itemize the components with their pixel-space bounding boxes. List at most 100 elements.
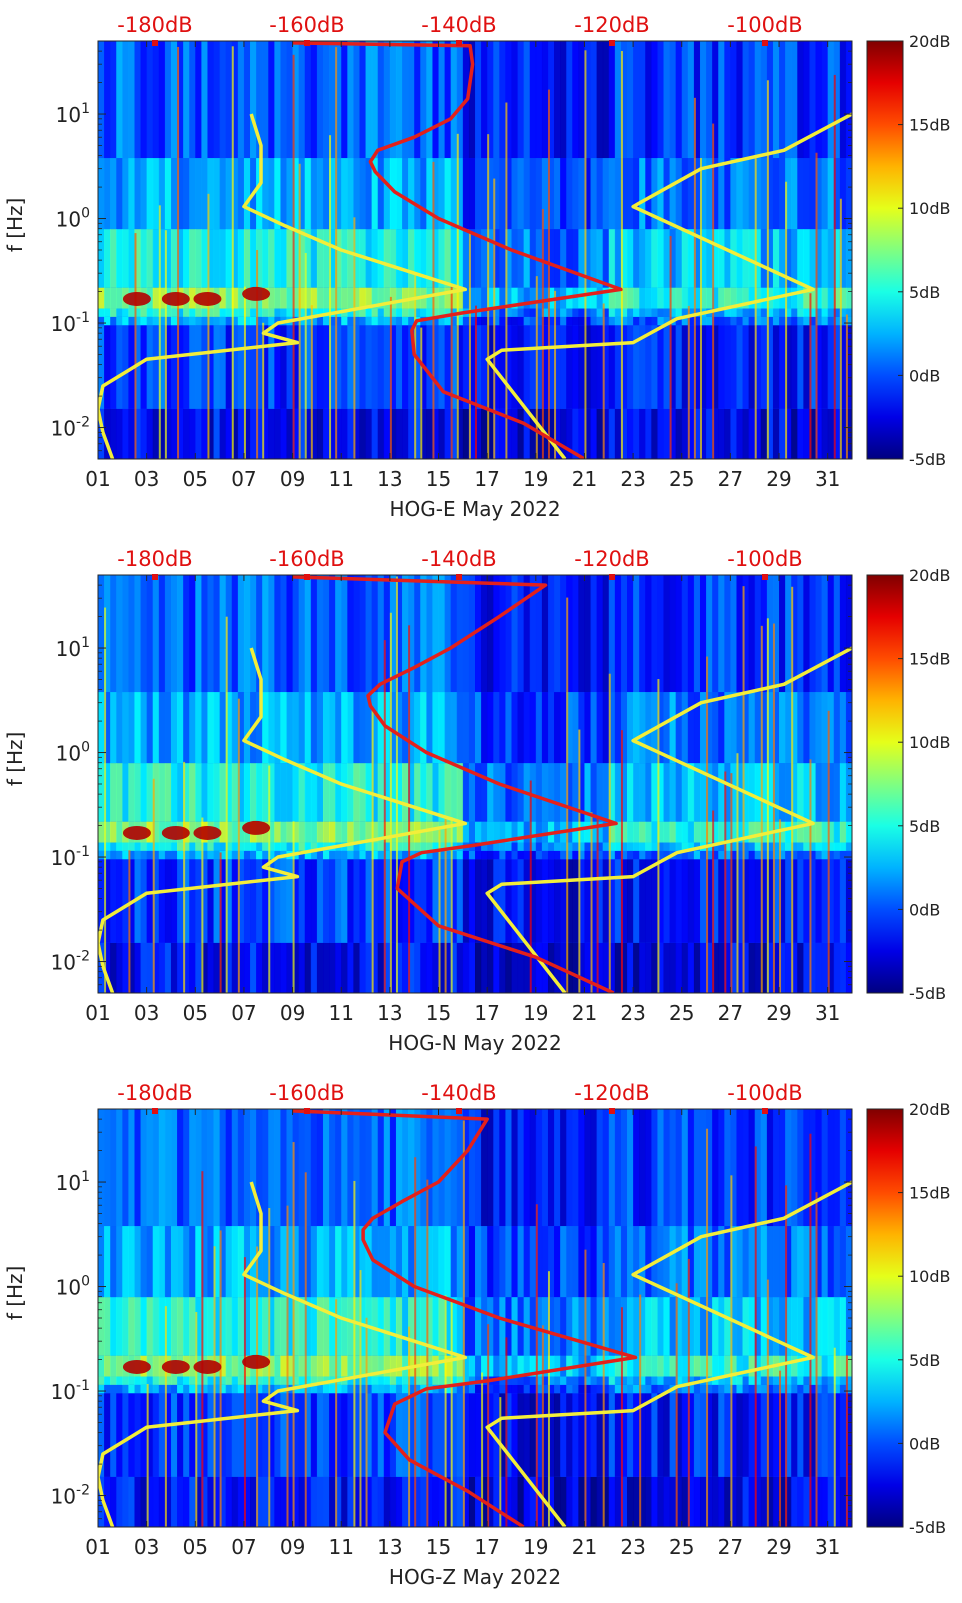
heatmap-cell xyxy=(693,325,701,409)
heatmap-cell xyxy=(298,1109,306,1227)
heatmap-cell xyxy=(365,859,373,943)
heatmap-cell xyxy=(845,325,852,409)
heatmap-cell xyxy=(785,575,792,693)
heatmap-streak xyxy=(535,1204,538,1527)
heatmap-cell xyxy=(590,229,598,288)
heatmap-cell xyxy=(681,821,689,843)
heatmap-cell xyxy=(347,41,354,159)
heatmap-cell xyxy=(845,692,852,764)
heatmap-streak xyxy=(201,817,204,993)
heatmap-cell xyxy=(481,316,488,326)
heatmap-cell xyxy=(237,229,245,288)
heatmap-cell xyxy=(402,850,409,860)
heatmap-cell xyxy=(201,408,209,459)
heatmap-cell xyxy=(681,942,689,993)
heatmap-cell xyxy=(225,859,233,943)
heatmap-cell xyxy=(140,325,148,409)
heatmap-cell xyxy=(347,325,354,409)
heatmap-cell xyxy=(262,763,269,822)
heatmap-cell xyxy=(219,325,227,409)
heatmap-cell xyxy=(462,1226,470,1298)
heatmap-cell xyxy=(322,692,330,764)
heatmap-cell xyxy=(596,316,604,326)
heatmap-cell xyxy=(493,408,500,459)
heatmap-cell xyxy=(535,821,543,843)
heatmap-cell xyxy=(766,842,774,851)
heatmap-cell xyxy=(760,41,768,159)
heatmap-cell xyxy=(815,842,823,851)
heatmap-cell xyxy=(748,1226,756,1298)
heatmap-cell xyxy=(633,1376,640,1385)
heatmap-cell xyxy=(274,41,282,159)
heatmap-cell xyxy=(110,316,117,326)
heatmap-cell xyxy=(98,842,105,851)
heatmap-cell xyxy=(383,1355,391,1377)
heatmap-cell xyxy=(158,842,166,851)
heatmap-cell xyxy=(596,158,604,230)
heatmap-cell xyxy=(712,821,719,843)
db-scale-label: -140dB xyxy=(421,547,496,571)
heatmap-cell xyxy=(827,1297,835,1356)
heatmap-cell xyxy=(566,850,573,860)
yellow-curve-2 xyxy=(485,1180,852,1527)
heatmap-cell xyxy=(809,692,817,764)
heatmap-cell xyxy=(620,158,628,230)
heatmap-cell xyxy=(663,287,671,309)
heatmap-cell xyxy=(499,1297,506,1356)
heatmap-cell xyxy=(329,821,336,843)
heatmap-cell xyxy=(535,158,543,230)
heatmap-cell xyxy=(535,859,543,943)
heatmap-cell xyxy=(353,1476,361,1527)
heatmap-cell xyxy=(201,575,209,693)
heatmap-cell xyxy=(499,1384,506,1394)
heatmap-cell xyxy=(809,1297,817,1356)
heatmap-cell xyxy=(122,942,129,993)
heatmap-cell xyxy=(158,575,166,693)
heatmap-cell xyxy=(681,308,689,317)
heatmap-cell xyxy=(395,821,403,843)
heatmap-cell xyxy=(110,408,117,459)
heatmap-cell xyxy=(772,575,780,693)
heatmap-cell xyxy=(657,1226,665,1298)
heatmap-hotspot xyxy=(242,1354,271,1369)
heatmap-cell xyxy=(304,1393,312,1477)
heatmap-cell xyxy=(462,692,470,764)
heatmap-cell xyxy=(237,1476,245,1527)
heatmap-cell xyxy=(681,763,689,822)
heatmap-cell xyxy=(371,316,379,326)
heatmap-cell xyxy=(189,1109,196,1227)
heatmap-streak xyxy=(785,181,788,459)
heatmap-cell xyxy=(177,850,184,860)
heatmap-cell xyxy=(237,408,245,459)
heatmap-cell xyxy=(468,763,476,822)
heatmap-cell xyxy=(779,158,786,230)
heatmap-cell xyxy=(286,1226,294,1298)
heatmap-hotspot xyxy=(161,1359,190,1374)
x-tick-label: 25 xyxy=(669,467,694,491)
heatmap-cell xyxy=(578,1393,586,1477)
heatmap-cell xyxy=(523,842,531,851)
heatmap-cell xyxy=(341,850,348,860)
heatmap-cell xyxy=(651,325,659,409)
heatmap-cell xyxy=(572,325,579,409)
heatmap-cell xyxy=(608,1384,616,1394)
heatmap-cell xyxy=(158,1297,166,1356)
heatmap-cell xyxy=(426,287,434,309)
heatmap-streak xyxy=(687,1258,690,1527)
heatmap-cell xyxy=(639,1297,646,1356)
heatmap-cell xyxy=(535,942,543,993)
heatmap-cell xyxy=(341,1297,348,1356)
heatmap-cell xyxy=(359,942,367,993)
heatmap-cell xyxy=(681,850,689,860)
heatmap-cell xyxy=(529,575,537,693)
heatmap-cell xyxy=(760,842,768,851)
heatmap-cell xyxy=(791,763,798,822)
heatmap-cell xyxy=(250,1376,257,1385)
heatmap-cell xyxy=(450,1376,458,1385)
x-tick-label: 03 xyxy=(134,1535,159,1559)
heatmap-cell xyxy=(371,1109,379,1227)
heatmap-cell xyxy=(657,325,665,409)
heatmap-cell xyxy=(304,1476,312,1527)
heatmap-cell xyxy=(195,308,202,317)
heatmap-cell xyxy=(772,942,780,993)
